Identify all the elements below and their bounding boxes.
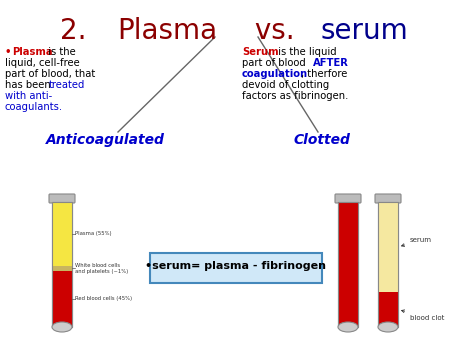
Text: is the: is the <box>45 47 76 57</box>
Text: serum: serum <box>320 17 408 45</box>
Bar <box>338 202 358 327</box>
Ellipse shape <box>378 322 398 332</box>
Bar <box>52 202 72 327</box>
Text: coagulation: coagulation <box>242 69 308 79</box>
Text: Plasma (55%): Plasma (55%) <box>75 231 111 236</box>
Ellipse shape <box>52 322 72 332</box>
Text: •: • <box>5 47 11 57</box>
Text: serum: serum <box>401 237 432 246</box>
Text: factors as fibrinogen.: factors as fibrinogen. <box>242 91 348 101</box>
Text: part of blood, that: part of blood, that <box>5 69 95 79</box>
Text: has been: has been <box>5 80 54 90</box>
Bar <box>52 266 72 271</box>
Text: White blood cells
and platelets (~1%): White blood cells and platelets (~1%) <box>75 263 128 274</box>
Text: AFTER: AFTER <box>313 58 349 68</box>
Text: devoid of clotting: devoid of clotting <box>242 80 329 90</box>
FancyBboxPatch shape <box>150 253 322 283</box>
Bar <box>378 202 398 327</box>
Text: Plasma: Plasma <box>117 17 217 45</box>
Text: liquid, cell-free: liquid, cell-free <box>5 58 80 68</box>
Bar <box>338 202 358 327</box>
Text: Clotted: Clotted <box>293 133 350 147</box>
Bar <box>52 271 72 327</box>
Bar <box>378 202 398 292</box>
Bar <box>52 202 72 327</box>
FancyBboxPatch shape <box>375 194 401 203</box>
Text: , therfore: , therfore <box>301 69 347 79</box>
Text: Anticoagulated: Anticoagulated <box>46 133 164 147</box>
FancyBboxPatch shape <box>335 194 361 203</box>
Text: with anti-: with anti- <box>5 91 52 101</box>
Text: Red blood cells (45%): Red blood cells (45%) <box>75 296 132 301</box>
Text: blood clot: blood clot <box>401 310 444 321</box>
Bar <box>52 202 72 266</box>
Bar <box>378 292 398 327</box>
Text: Plasma: Plasma <box>12 47 53 57</box>
Bar <box>378 202 398 327</box>
Text: Serum: Serum <box>242 47 279 57</box>
Text: treated: treated <box>49 80 85 90</box>
Text: 2.: 2. <box>60 17 104 45</box>
Text: part of blood: part of blood <box>242 58 309 68</box>
Text: is the liquid: is the liquid <box>275 47 337 57</box>
Bar <box>338 202 358 327</box>
Ellipse shape <box>338 322 358 332</box>
FancyBboxPatch shape <box>49 194 75 203</box>
Text: coagulants.: coagulants. <box>5 102 63 112</box>
Text: vs.: vs. <box>246 17 304 45</box>
Text: •serum= plasma - fibrinogen: •serum= plasma - fibrinogen <box>146 261 327 271</box>
